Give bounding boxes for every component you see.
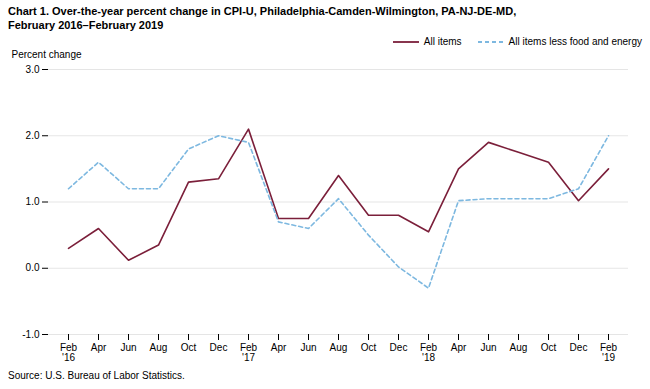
svg-text:Feb'16: Feb'16 xyxy=(60,342,78,363)
svg-text:Dec: Dec xyxy=(390,342,408,353)
svg-text:3.0: 3.0 xyxy=(26,64,40,75)
svg-text:Aug: Aug xyxy=(510,342,528,353)
svg-text:Percent change: Percent change xyxy=(12,49,82,60)
svg-text:Feb'18: Feb'18 xyxy=(420,342,438,363)
svg-text:Oct: Oct xyxy=(361,342,377,353)
svg-text:Jun: Jun xyxy=(300,342,316,353)
svg-text:Aug: Aug xyxy=(330,342,348,353)
html-text:February 2016–February 2019: February 2016–February 2019 xyxy=(8,19,164,31)
svg-text:Oct: Oct xyxy=(181,342,197,353)
svg-text:Feb'19: Feb'19 xyxy=(600,342,618,363)
html-text:Chart 1. Over-the-year percent: Chart 1. Over-the-year percent change in… xyxy=(8,5,517,17)
svg-text:Apr: Apr xyxy=(271,342,287,353)
svg-text:Apr: Apr xyxy=(451,342,467,353)
html-text:All items: All items xyxy=(423,36,462,47)
svg-text:0.0: 0.0 xyxy=(26,262,40,273)
svg-text:Oct: Oct xyxy=(541,342,557,353)
html-text:Source: U.S. Bureau of Labor S: Source: U.S. Bureau of Labor Statistics. xyxy=(8,370,185,381)
svg-text:2.0: 2.0 xyxy=(26,130,40,141)
svg-text:Apr: Apr xyxy=(91,342,107,353)
svg-text:Dec: Dec xyxy=(570,342,588,353)
svg-text:Feb'17: Feb'17 xyxy=(240,342,258,363)
svg-text:Dec: Dec xyxy=(210,342,228,353)
svg-text:Jun: Jun xyxy=(120,342,136,353)
svg-text:Aug: Aug xyxy=(150,342,168,353)
html-text:All items less food and energy: All items less food and energy xyxy=(508,36,642,47)
svg-text:Jun: Jun xyxy=(480,342,496,353)
svg-text:1.0: 1.0 xyxy=(26,196,40,207)
svg-text:-1.0: -1.0 xyxy=(22,329,40,340)
